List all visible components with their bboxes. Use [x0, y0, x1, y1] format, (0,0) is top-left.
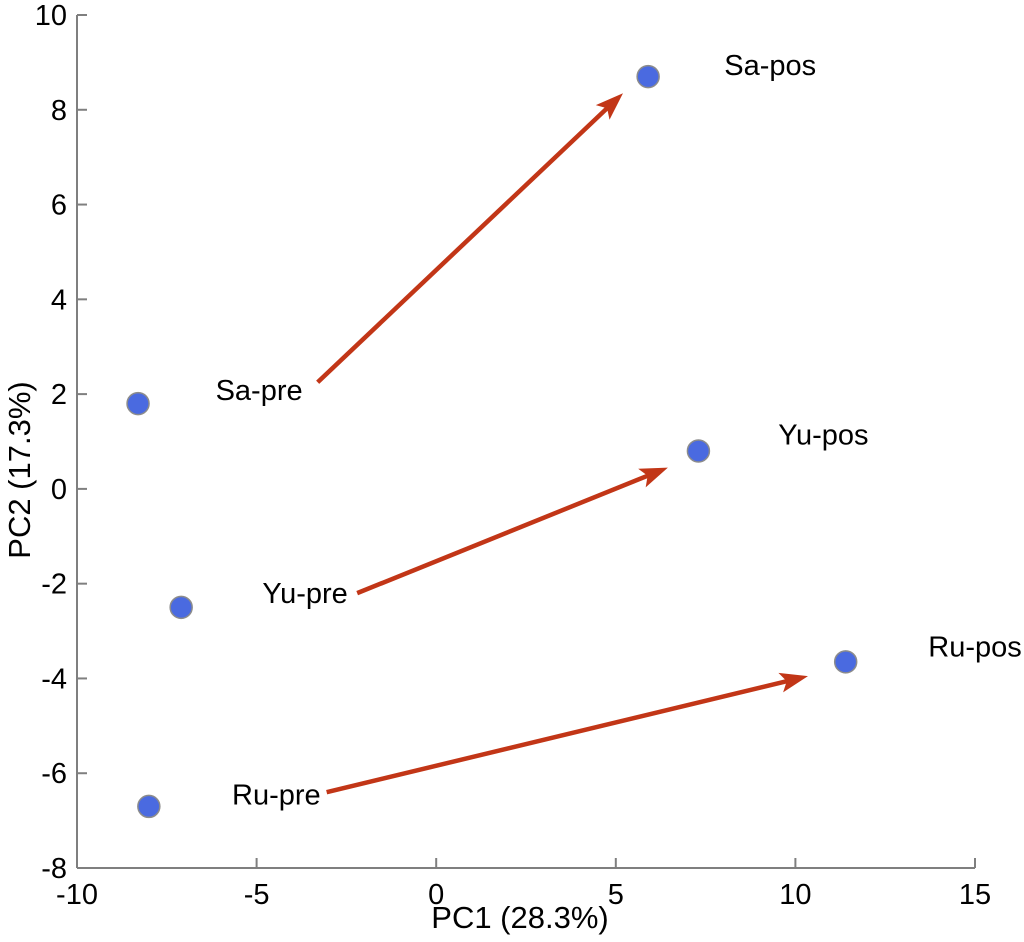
x-tick-label: 10 — [779, 879, 811, 911]
x-tick-label: -5 — [244, 879, 270, 911]
y-tick-label: -6 — [41, 758, 67, 790]
point-label-sa-pre: Sa-pre — [216, 375, 303, 407]
data-point-ru-pre — [137, 794, 161, 819]
data-point-sa-pos — [636, 64, 660, 89]
shift-arrow-line — [326, 678, 790, 795]
data-point-ru-pos — [833, 650, 858, 674]
x-tick-label: 0 — [428, 879, 444, 911]
x-tick-label: 15 — [959, 879, 991, 911]
shift-arrow-head — [638, 467, 668, 488]
y-tick-label: 10 — [35, 0, 67, 32]
y-tick-label: 6 — [51, 190, 67, 222]
y-tick-label: -2 — [41, 569, 67, 601]
data-point-sa-pre — [126, 391, 150, 416]
point-label-yu-pos: Yu-pos — [778, 419, 868, 451]
x-axis-title: PC1 (28.3%) — [431, 900, 608, 935]
x-tick-label: -10 — [56, 879, 98, 911]
y-tick-label: 4 — [51, 284, 67, 316]
shift-arrow-line — [356, 472, 651, 596]
shift-arrow-head — [778, 672, 808, 693]
y-tick-label: -8 — [41, 853, 67, 885]
data-point-yu-pre — [169, 595, 193, 620]
shift-arrow-head — [595, 93, 623, 120]
x-tick-label: 5 — [608, 879, 624, 911]
shift-arrow-line — [316, 105, 611, 384]
y-axis-title: PC2 (17.3%) — [2, 381, 37, 558]
y-tick-label: 0 — [51, 474, 67, 506]
point-label-ru-pre: Ru-pre — [232, 780, 321, 812]
point-label-sa-pos: Sa-pos — [724, 50, 816, 82]
point-label-ru-pos: Ru-pos — [928, 632, 1022, 664]
y-tick-label: 2 — [51, 379, 67, 411]
y-tick-label: -4 — [41, 663, 67, 695]
y-tick-label: 8 — [51, 95, 67, 127]
data-point-yu-pos — [686, 439, 711, 463]
point-label-yu-pre: Yu-pre — [262, 578, 347, 610]
